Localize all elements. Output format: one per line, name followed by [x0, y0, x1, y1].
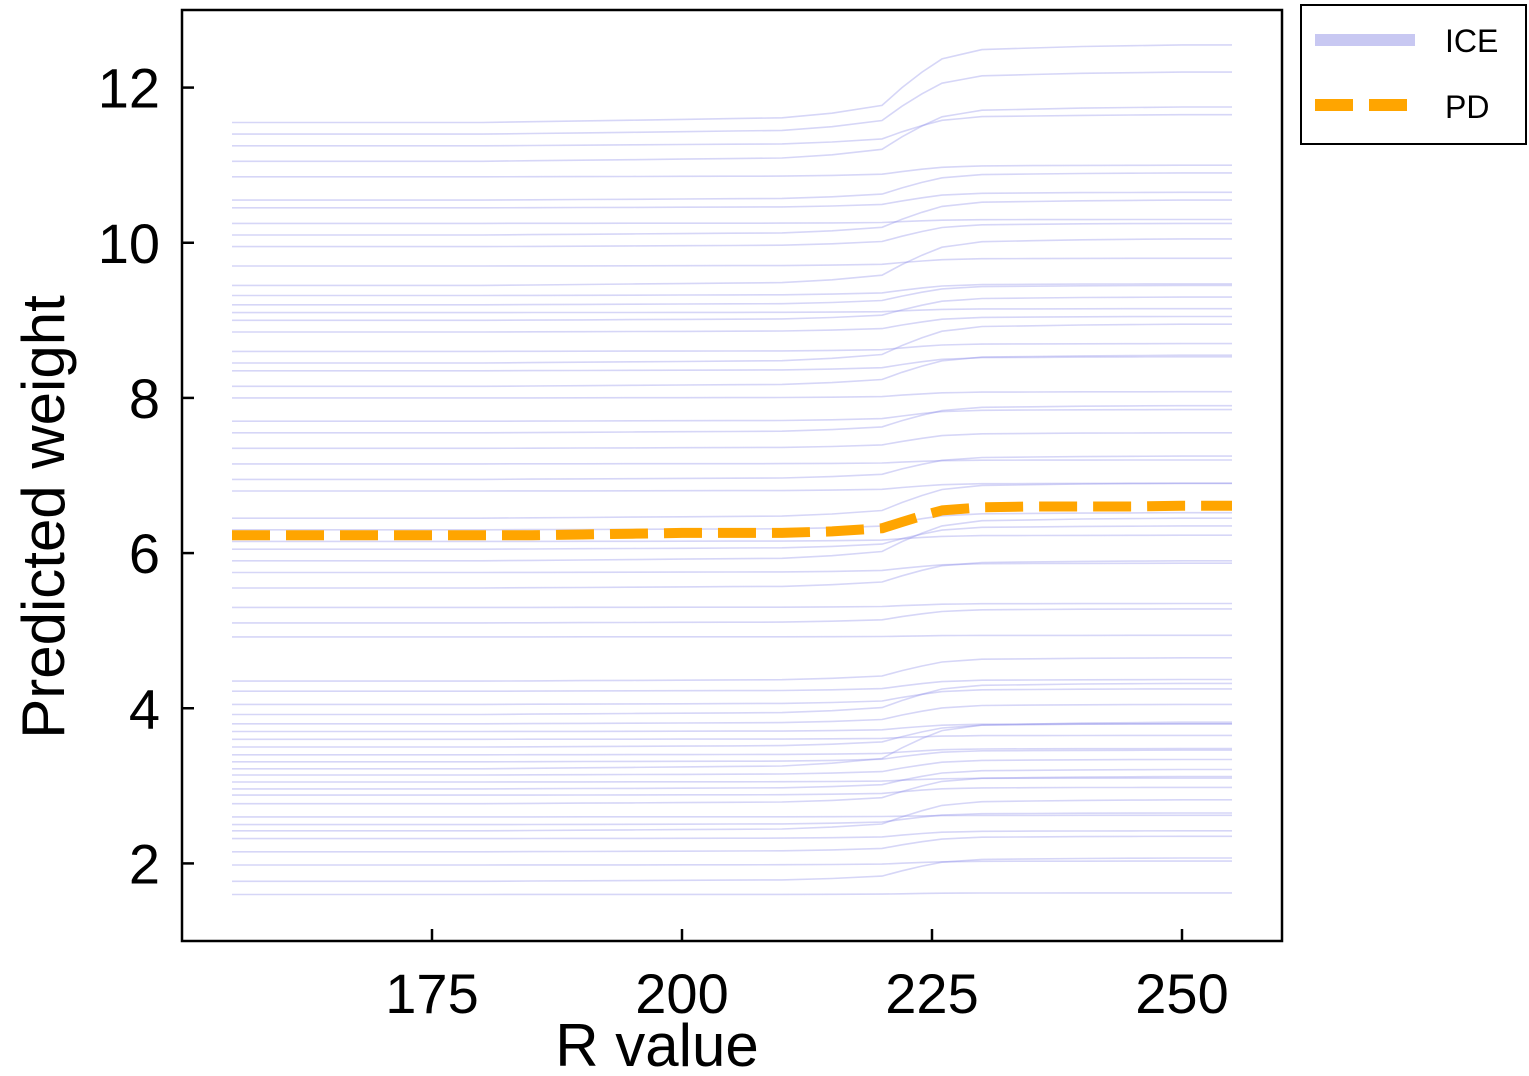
- ice-line: [232, 768, 1232, 790]
- ice-lines: [232, 44, 1232, 896]
- ice-line: [232, 777, 1232, 783]
- ice-line: [232, 688, 1232, 706]
- y-tick-label: 2: [129, 832, 160, 895]
- ice-line: [232, 656, 1232, 682]
- ice-line: [232, 355, 1232, 372]
- ice-line: [232, 482, 1232, 520]
- ice-line: [232, 517, 1232, 562]
- ice-line: [232, 238, 1232, 287]
- ice-line: [232, 814, 1232, 818]
- y-tick-label: 10: [98, 212, 160, 275]
- ice-line: [232, 342, 1232, 353]
- ice-line: [232, 323, 1232, 364]
- ice-line: [232, 786, 1232, 796]
- ice-line: [232, 812, 1232, 826]
- ice-line: [232, 459, 1232, 465]
- ice-line: [232, 608, 1232, 624]
- ice-line: [232, 734, 1232, 741]
- ice-line: [232, 218, 1232, 225]
- ice-line: [232, 722, 1232, 733]
- ice-line: [232, 283, 1232, 297]
- ice-line: [232, 758, 1232, 776]
- ice-line: [232, 307, 1232, 314]
- ice-line: [232, 431, 1232, 450]
- x-tick-label: 200: [635, 962, 728, 1025]
- ice-line: [232, 511, 1232, 531]
- ice-line: [232, 44, 1232, 124]
- ice-line: [232, 354, 1232, 388]
- legend-pd-label: PD: [1445, 89, 1489, 125]
- ice-line: [232, 315, 1232, 333]
- ice-line: [232, 172, 1232, 201]
- ice-line: [232, 296, 1232, 322]
- y-tick-label: 6: [129, 522, 160, 585]
- ice-line: [232, 835, 1232, 853]
- y-tick-label: 4: [129, 677, 160, 740]
- ice-line: [232, 164, 1232, 178]
- ice-line: [232, 798, 1232, 832]
- ice-line: [232, 482, 1232, 492]
- plot-frame: [180, 8, 1284, 943]
- ice-line: [232, 722, 1232, 748]
- y-axis: 2 4 6 8 10 12: [98, 57, 194, 895]
- legend-ice-label: ICE: [1445, 23, 1498, 59]
- ice-line: [232, 634, 1232, 638]
- ice-line: [232, 721, 1232, 770]
- pd-line-group: [232, 500, 1232, 541]
- ice-line: [232, 747, 1232, 756]
- ice-line: [232, 284, 1232, 306]
- ice-line: [232, 106, 1232, 163]
- ice-line: [232, 404, 1232, 434]
- ice-line: [232, 257, 1232, 267]
- legend: ICE PD: [1300, 4, 1527, 145]
- ice-line: [232, 222, 1232, 248]
- x-tick-label: 250: [1135, 962, 1228, 1025]
- ice-line: [232, 775, 1232, 805]
- x-tick-label: 175: [385, 962, 478, 1025]
- ice-line: [232, 113, 1232, 147]
- ice-line: [232, 191, 1232, 209]
- y-tick-label: 12: [98, 57, 160, 120]
- ice-line: [232, 829, 1232, 840]
- pd-line: [232, 500, 1232, 541]
- x-axis: 175 200 225 250: [385, 929, 1229, 1025]
- ice-line: [232, 199, 1232, 236]
- y-tick-label: 8: [129, 367, 160, 430]
- ice-line: [232, 678, 1232, 693]
- ice-line: [232, 534, 1232, 543]
- ice-line: [232, 71, 1232, 135]
- x-axis-label: R value: [555, 1012, 758, 1076]
- legend-box: [1300, 4, 1527, 145]
- x-tick-label: 225: [885, 962, 978, 1025]
- ice-line: [232, 390, 1232, 399]
- ice-line: [232, 857, 1232, 883]
- ice-line: [232, 703, 1232, 725]
- ice-line: [232, 892, 1232, 896]
- ice-line: [232, 749, 1232, 763]
- y-axis-label: Predicted weight: [10, 295, 77, 739]
- ice-line: [232, 525, 1232, 551]
- ice-line: [232, 408, 1232, 423]
- ice-line: [232, 559, 1232, 589]
- ice-line: [232, 455, 1232, 481]
- ice-line: [232, 602, 1232, 609]
- ice-line: [232, 682, 1232, 716]
- ice-line: [232, 860, 1232, 866]
- ice-line: [232, 562, 1232, 574]
